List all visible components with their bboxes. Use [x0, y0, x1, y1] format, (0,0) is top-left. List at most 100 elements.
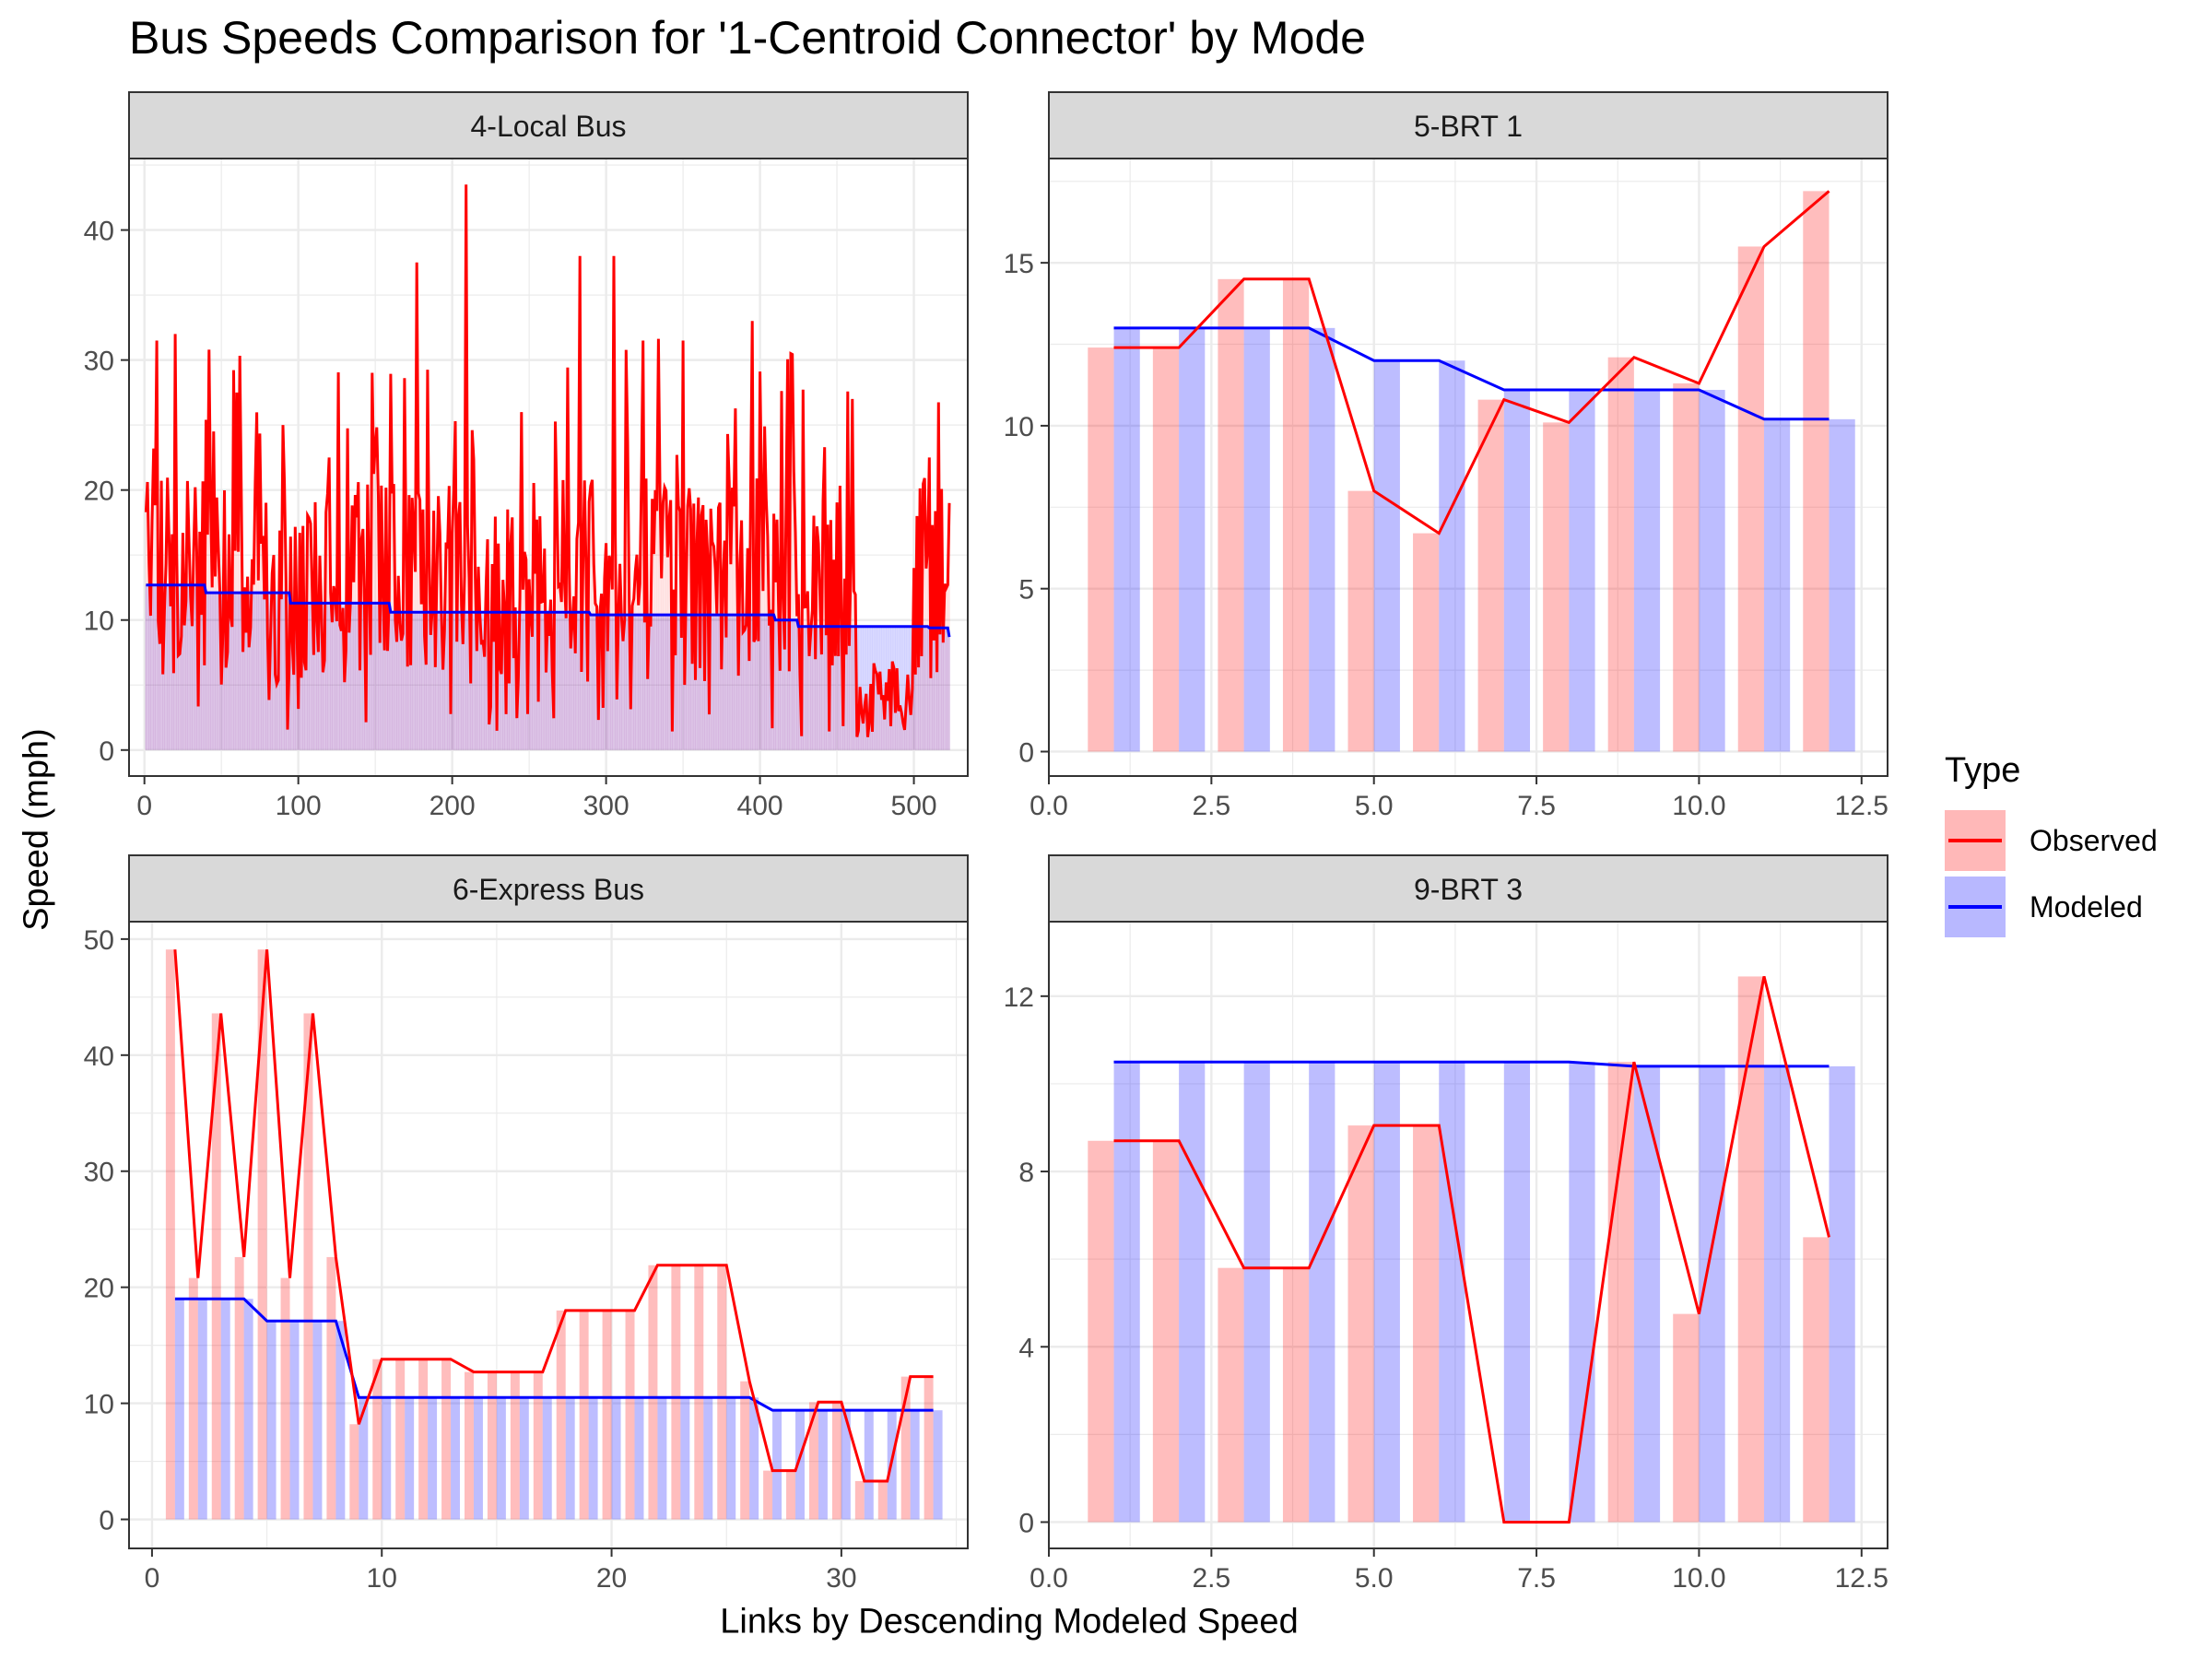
panel-border-brt1: [1048, 158, 1888, 777]
modeled-bar: [574, 612, 576, 750]
modeled-bar: [1309, 327, 1335, 752]
modeled-bar: [512, 612, 515, 750]
modeled-bar: [935, 628, 938, 750]
observed-bar: [782, 593, 784, 750]
observed-bar: [257, 949, 267, 1520]
observed-bar: [800, 735, 803, 750]
observed-bar: [310, 524, 312, 750]
observed-bar: [853, 591, 855, 750]
y-tick-label: 5: [1018, 575, 1034, 606]
observed-bar: [254, 483, 256, 750]
observed-bar: [459, 501, 461, 750]
modeled-bar: [326, 603, 329, 750]
modeled-bar: [818, 626, 821, 750]
observed-bar: [510, 1371, 520, 1520]
modeled-bar: [925, 626, 927, 750]
modeled-line: [146, 583, 951, 638]
observed-bar: [443, 629, 446, 750]
modeled-bar: [585, 612, 587, 750]
observed-bar: [716, 613, 718, 750]
observed-bar: [586, 681, 589, 750]
observed-bar: [871, 731, 874, 750]
x-tick-label: 30: [826, 1563, 856, 1594]
observed-bar: [429, 634, 432, 750]
observed-bar: [474, 578, 477, 750]
observed-bar: [485, 585, 488, 750]
observed-bar: [526, 713, 529, 750]
modeled-bar: [848, 626, 851, 750]
observed-bar: [680, 637, 683, 750]
modeled-bar: [721, 615, 723, 750]
modeled-bar: [816, 626, 818, 750]
observed-bar: [666, 557, 669, 750]
observed-bar: [211, 1013, 221, 1520]
modeled-bar: [428, 612, 430, 750]
modeled-bar: [1503, 390, 1531, 752]
modeled-bar: [359, 603, 361, 750]
observed-bar: [524, 551, 525, 750]
observed-bar: [639, 583, 641, 750]
observed-bar: [665, 490, 667, 750]
observed-bar: [218, 545, 219, 750]
observed-bar: [914, 674, 916, 750]
observed-bar: [593, 564, 595, 750]
observed-bar: [431, 611, 433, 750]
y-tick-label: 10: [1004, 412, 1034, 442]
modeled-bar: [731, 615, 734, 750]
modeled-bar: [310, 603, 312, 750]
modeled-bar: [227, 593, 229, 750]
y-tick-label: 10: [84, 606, 114, 637]
observed-bar: [231, 627, 233, 750]
modeled-bar: [862, 626, 865, 750]
modeled-bar: [735, 615, 738, 750]
modeled-bar: [381, 603, 382, 750]
legend-item-observed: Observed: [1945, 807, 2158, 874]
observed-bar: [354, 495, 357, 750]
observed-bar: [395, 1359, 406, 1520]
modeled-bar: [679, 615, 681, 750]
observed-bar: [276, 684, 278, 750]
modeled-bar: [785, 619, 787, 750]
observed-bar: [186, 480, 189, 750]
observed-bar: [450, 713, 452, 750]
modeled-bar: [765, 615, 768, 750]
modeled-bar: [451, 1397, 461, 1520]
observed-bar: [269, 633, 272, 750]
observed-bar: [893, 667, 895, 750]
modeled-bar: [562, 612, 564, 750]
modeled-line: [1113, 326, 1830, 421]
modeled-bar: [347, 603, 348, 750]
modeled-bar: [845, 626, 847, 750]
observed-bar: [776, 519, 778, 750]
modeled-bar: [259, 593, 261, 750]
modeled-bar: [730, 615, 732, 750]
observed-bar: [482, 640, 484, 750]
observed-bar: [797, 594, 800, 750]
observed-bar: [754, 638, 757, 750]
modeled-bar: [241, 593, 242, 750]
modeled-bar: [793, 619, 795, 750]
observed-bar: [326, 493, 329, 750]
observed-bar: [884, 719, 886, 750]
observed-bar: [163, 610, 166, 750]
modeled-bar: [194, 584, 196, 750]
observed-bar: [488, 724, 490, 750]
modeled-bar: [875, 626, 877, 750]
modeled-bar: [554, 612, 557, 750]
modeled-bar: [262, 593, 265, 750]
modeled-bar: [699, 615, 701, 750]
y-tick-label: 0: [1018, 737, 1034, 768]
modeled-bar: [473, 612, 475, 750]
modeled-bar: [910, 626, 912, 750]
observed-bar: [583, 480, 585, 750]
observed-bar: [722, 579, 724, 750]
modeled-bar: [397, 612, 399, 750]
observed-bar: [740, 520, 743, 750]
modeled-bar: [197, 1299, 207, 1520]
observed-bar: [1803, 191, 1830, 752]
modeled-bar: [342, 603, 344, 750]
observed-bar: [811, 610, 814, 750]
observed-bar: [740, 1381, 750, 1520]
observed-bar: [483, 656, 486, 750]
modeled-bar: [211, 593, 213, 750]
